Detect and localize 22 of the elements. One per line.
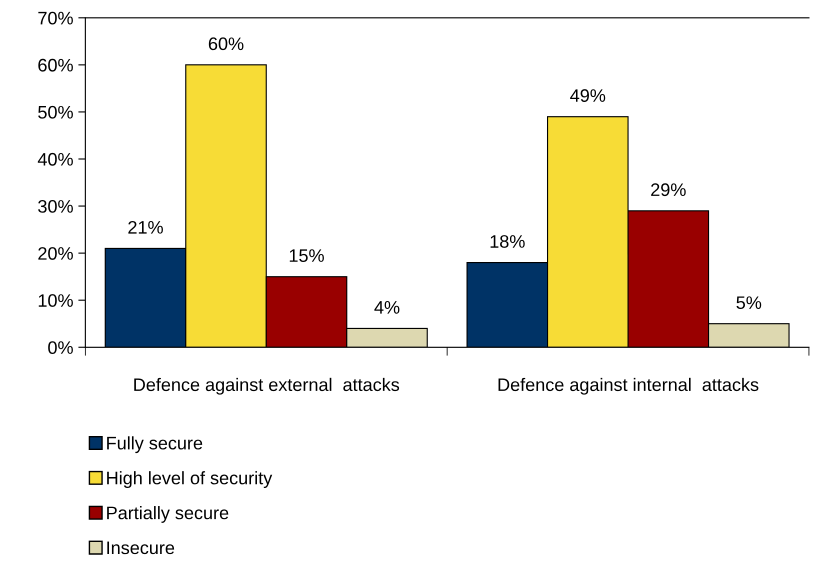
data-label: 29% xyxy=(651,183,686,196)
x-tick-label: Defence against external attacks xyxy=(134,378,400,395)
y-tick-label: 60% xyxy=(38,58,73,72)
data-label: 5% xyxy=(736,296,762,310)
data-label: 18% xyxy=(490,235,525,248)
x-tick-label: Defence against internal attacks xyxy=(498,378,758,395)
legend-label: Insecure xyxy=(107,542,174,554)
data-label: 60% xyxy=(208,37,244,50)
data-label: 49% xyxy=(570,89,606,102)
y-tick-label: 70% xyxy=(38,12,73,25)
y-tick-label: 50% xyxy=(38,106,73,119)
legend-label: Fully secure xyxy=(107,436,202,454)
y-tick-label: 0% xyxy=(48,341,73,354)
legend-label: Partially secure xyxy=(107,506,228,523)
data-label: 15% xyxy=(290,249,324,262)
data-label: 4% xyxy=(374,301,400,314)
data-label: 21% xyxy=(128,220,163,234)
y-tick-label: 40% xyxy=(38,152,73,166)
y-tick-label: 20% xyxy=(38,247,73,260)
legend-label: High level of security xyxy=(107,471,272,488)
y-tick-label: 10% xyxy=(38,294,73,307)
y-tick-label: 30% xyxy=(38,200,73,213)
